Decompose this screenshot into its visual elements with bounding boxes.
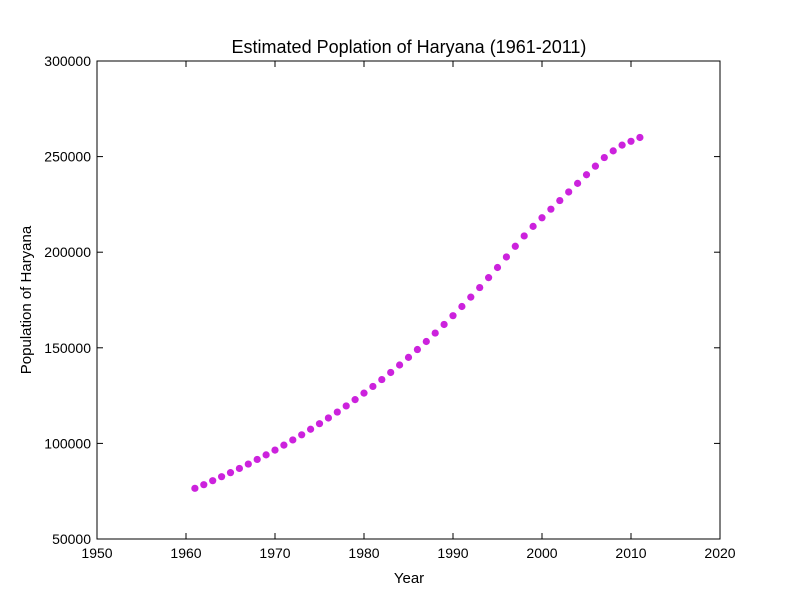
data-point	[520, 232, 528, 240]
data-point	[467, 293, 475, 301]
x-axis-ticks: 1950 1960 1970 1980 1990 2000 2010 2020	[81, 61, 736, 561]
y-tick-label: 200000	[44, 244, 91, 260]
data-point	[511, 242, 519, 250]
data-point	[556, 196, 564, 205]
data-point	[574, 179, 582, 187]
data-point	[431, 329, 439, 337]
chart-title: Estimated Poplation of Haryana (1961-201…	[232, 37, 587, 57]
data-point	[422, 337, 430, 346]
data-point	[387, 368, 395, 377]
data-point	[253, 455, 261, 464]
data-point	[369, 382, 377, 391]
data-point	[209, 477, 217, 485]
data-point	[218, 473, 226, 481]
data-point	[244, 460, 252, 468]
data-point	[378, 375, 386, 384]
y-tick-label: 300000	[44, 53, 91, 69]
data-point	[413, 345, 421, 354]
data-point	[449, 312, 457, 320]
data-point	[591, 162, 600, 170]
data-point	[396, 361, 404, 369]
data-point	[609, 147, 617, 155]
data-point	[538, 214, 546, 222]
data-point	[360, 389, 368, 397]
data-point	[529, 222, 537, 230]
data-point	[315, 420, 324, 428]
data-point	[200, 481, 208, 489]
data-point	[636, 133, 644, 142]
y-tick-label: 150000	[44, 340, 91, 356]
data-point	[582, 171, 591, 179]
data-point	[547, 205, 555, 213]
data-point	[333, 408, 341, 416]
y-axis-label: Population of Haryana	[18, 225, 35, 374]
data-point	[440, 320, 448, 329]
data-point	[289, 436, 297, 444]
data-point	[565, 188, 573, 196]
data-point	[262, 451, 270, 459]
y-tick-label: 250000	[44, 149, 91, 165]
data-point	[600, 153, 608, 162]
data-point	[493, 263, 502, 272]
plot-frame	[96, 60, 721, 540]
x-axis-label: Year	[394, 570, 424, 587]
data-point	[627, 137, 635, 145]
data-points	[191, 133, 644, 492]
data-point	[485, 274, 493, 282]
x-tick-label: 2020	[704, 545, 735, 561]
y-tick-label: 50000	[52, 531, 91, 547]
x-tick-label: 1990	[437, 545, 468, 561]
x-tick-label: 1980	[348, 545, 379, 561]
data-point	[226, 469, 235, 477]
data-point	[191, 484, 199, 492]
y-tick-label: 100000	[44, 435, 91, 451]
data-point	[271, 446, 279, 454]
data-point	[307, 425, 315, 433]
data-point	[280, 441, 288, 449]
x-tick-label: 2000	[526, 545, 557, 561]
data-point	[502, 253, 510, 261]
data-point	[458, 302, 466, 311]
x-tick-label: 1970	[259, 545, 290, 561]
data-point	[476, 283, 484, 292]
x-tick-label: 1950	[81, 545, 112, 561]
data-point	[342, 402, 350, 410]
x-tick-label: 2010	[615, 545, 646, 561]
data-point	[618, 141, 626, 149]
data-point	[235, 464, 243, 473]
data-point	[404, 353, 413, 361]
data-point	[351, 396, 359, 404]
data-point	[298, 431, 306, 439]
y-axis-ticks: 50000 100000 150000 200000 250000 300000	[44, 53, 720, 547]
x-tick-label: 1960	[170, 545, 201, 561]
data-point	[324, 414, 332, 422]
